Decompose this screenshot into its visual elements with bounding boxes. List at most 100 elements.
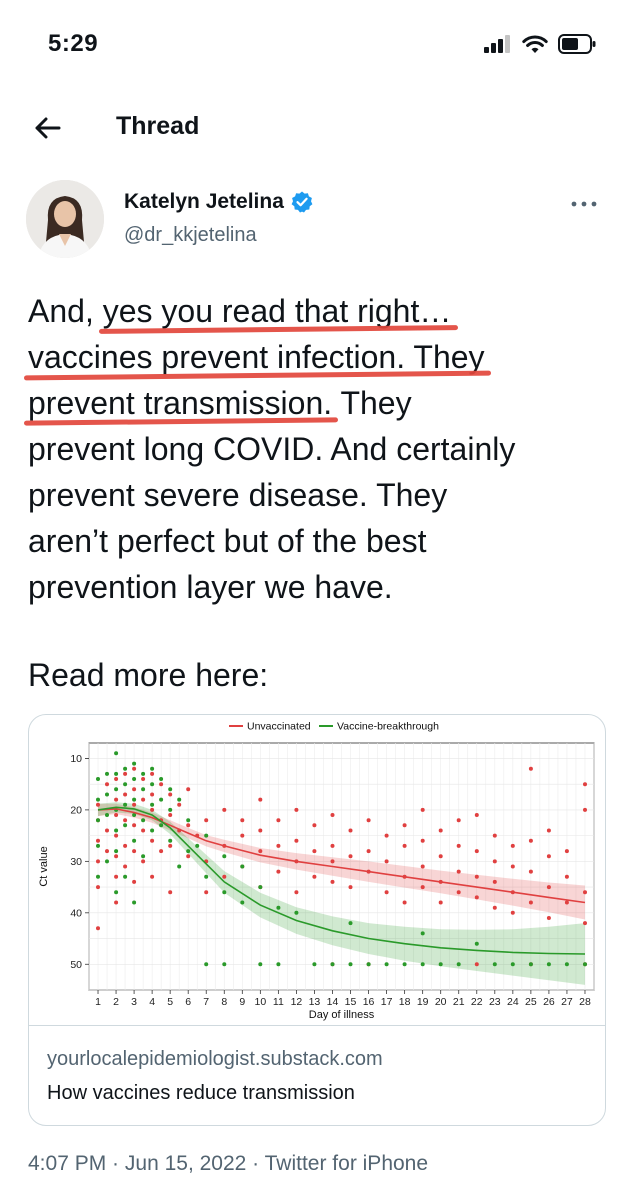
data-point-unvaccinated: [123, 818, 128, 823]
tweet-line: prevent severe disease. They: [28, 472, 608, 518]
data-point-unvaccinated: [546, 916, 551, 920]
data-point-vaccine-breakthrough: [141, 854, 146, 859]
data-point-vaccine-breakthrough: [96, 843, 100, 848]
more-options-button[interactable]: [568, 194, 600, 214]
status-bar: 5:29: [0, 0, 626, 90]
text-segment: aren’t perfect but of the best: [28, 523, 427, 559]
data-point-unvaccinated: [96, 802, 100, 807]
data-point-vaccine-breakthrough: [420, 931, 425, 936]
data-point-unvaccinated: [420, 807, 425, 812]
data-point-unvaccinated: [159, 849, 164, 854]
data-point-unvaccinated: [123, 864, 128, 869]
data-point-unvaccinated: [492, 905, 497, 910]
data-point-vaccine-breakthrough: [150, 782, 155, 787]
tweet-line: prevent transmission. They: [28, 380, 608, 426]
x-tick-label: 9: [239, 996, 245, 1008]
data-point-unvaccinated: [159, 782, 164, 787]
legend-label: Unvaccinated: [247, 721, 311, 733]
data-point-vaccine-breakthrough: [195, 843, 200, 848]
data-point-unvaccinated: [384, 833, 389, 838]
author-handle[interactable]: @dr_kkjetelina: [124, 224, 257, 246]
y-tick-label: 10: [70, 753, 82, 765]
data-point-vaccine-breakthrough: [105, 792, 109, 797]
data-point-vaccine-breakthrough: [132, 777, 137, 781]
data-point-unvaccinated: [492, 859, 497, 864]
data-point-unvaccinated: [168, 890, 173, 895]
avatar[interactable]: [26, 180, 104, 258]
tweet-line: prevention layer we have.: [28, 564, 608, 610]
data-point-unvaccinated: [384, 859, 389, 864]
data-point-unvaccinated: [294, 890, 299, 895]
data-point-vaccine-breakthrough: [276, 905, 281, 910]
data-point-unvaccinated: [105, 782, 109, 787]
data-point-vaccine-breakthrough: [492, 962, 497, 967]
data-point-unvaccinated: [474, 962, 479, 967]
data-point-vaccine-breakthrough: [132, 797, 137, 802]
data-point-unvaccinated: [402, 900, 407, 905]
data-point-unvaccinated: [96, 926, 100, 931]
data-point-vaccine-breakthrough: [132, 761, 137, 766]
data-point-vaccine-breakthrough: [258, 885, 263, 890]
text-segment: prevent long COVID. And certainly: [28, 431, 516, 467]
author-name-row[interactable]: Katelyn Jetelina: [124, 190, 314, 214]
data-point-unvaccinated: [420, 838, 425, 843]
tweet-source[interactable]: Twitter for iPhone: [264, 1152, 429, 1175]
data-point-unvaccinated: [366, 849, 371, 854]
data-point-vaccine-breakthrough: [420, 962, 425, 967]
data-point-vaccine-breakthrough: [204, 833, 209, 838]
x-tick-label: 14: [327, 996, 339, 1008]
data-point-unvaccinated: [528, 838, 533, 843]
x-tick-label: 10: [254, 996, 266, 1008]
data-point-vaccine-breakthrough: [348, 962, 353, 967]
data-point-unvaccinated: [186, 787, 191, 792]
data-point-vaccine-breakthrough: [177, 797, 182, 802]
x-tick-label: 15: [345, 996, 357, 1008]
data-point-unvaccinated: [96, 859, 100, 864]
highlighted-text: prevent transmission.: [28, 380, 332, 426]
data-point-vaccine-breakthrough: [105, 813, 109, 817]
data-point-vaccine-breakthrough: [330, 962, 335, 967]
tweet-author: Katelyn Jetelina @dr_kkjetelina: [0, 180, 626, 260]
data-point-unvaccinated: [330, 813, 335, 817]
data-point-vaccine-breakthrough: [510, 962, 515, 967]
data-point-vaccine-breakthrough: [258, 962, 263, 967]
data-point-vaccine-breakthrough: [583, 962, 587, 967]
data-point-unvaccinated: [564, 900, 569, 905]
x-tick-label: 16: [363, 996, 375, 1008]
data-point-vaccine-breakthrough: [222, 962, 227, 967]
data-point-unvaccinated: [438, 854, 443, 859]
tweet-meta: 4:07 PM · Jun 15, 2022 · Twitter for iPh…: [28, 1152, 428, 1176]
x-tick-label: 21: [453, 996, 465, 1008]
data-point-vaccine-breakthrough: [105, 771, 109, 776]
link-card-footer[interactable]: yourlocalepidemiologist.substack.com How…: [29, 1025, 605, 1125]
ct-value-chart: 1 2 3 4 5 6 7 8 9 10 11 12 13 14 15 16 17 18 19 20 21 22 23 24 2…: [38, 721, 595, 1021]
data-point-unvaccinated: [312, 849, 317, 854]
page-title: Thread: [116, 112, 200, 140]
tweet-date: Jun 15, 2022: [124, 1152, 247, 1175]
data-point-vaccine-breakthrough: [564, 962, 569, 967]
x-tick-label: 6: [185, 996, 191, 1008]
meta-separator: ·: [106, 1152, 125, 1175]
data-point-vaccine-breakthrough: [141, 771, 146, 776]
data-point-vaccine-breakthrough: [348, 921, 353, 926]
data-point-unvaccinated: [168, 792, 173, 797]
status-time: 5:29: [48, 30, 99, 57]
data-point-vaccine-breakthrough: [177, 864, 182, 869]
data-point-unvaccinated: [456, 869, 461, 874]
profile-photo-icon: [26, 180, 104, 258]
data-point-vaccine-breakthrough: [132, 813, 137, 817]
link-card[interactable]: 1 2 3 4 5 6 7 8 9 10 11 12 13 14 15 16 17 18 19 20 21 22 23 24 2…: [28, 714, 606, 1126]
data-point-vaccine-breakthrough: [474, 941, 479, 946]
author-name[interactable]: Katelyn Jetelina: [124, 190, 284, 213]
x-tick-label: 24: [507, 996, 519, 1008]
data-point-unvaccinated: [583, 890, 587, 895]
data-point-vaccine-breakthrough: [114, 849, 119, 854]
back-button[interactable]: [28, 108, 68, 148]
wifi-icon: [522, 35, 548, 53]
data-point-unvaccinated: [546, 828, 551, 833]
data-point-vaccine-breakthrough: [105, 859, 109, 864]
data-point-vaccine-breakthrough: [123, 823, 128, 828]
data-point-unvaccinated: [330, 879, 335, 884]
x-axis-label: Day of illness: [309, 1009, 375, 1021]
data-point-unvaccinated: [384, 890, 389, 895]
